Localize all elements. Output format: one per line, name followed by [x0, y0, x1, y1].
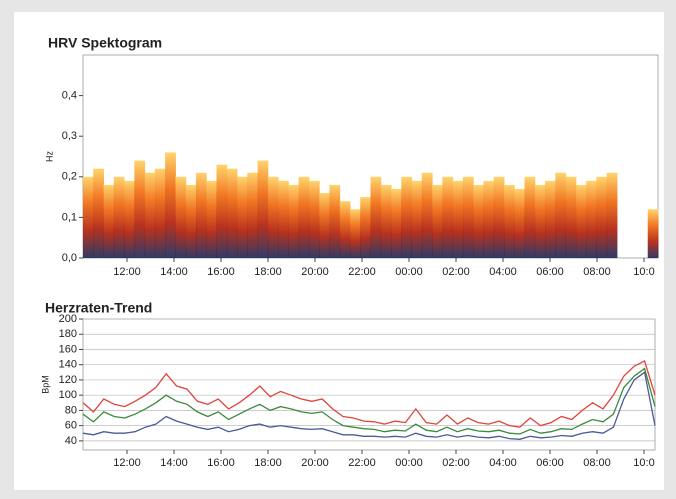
y-tick-label: 0,4 [62, 90, 77, 102]
spectrum-band [391, 189, 402, 258]
spectrum-band [586, 181, 597, 258]
y-tick-label: 160 [59, 343, 77, 355]
x-tick-label: 12:00 [113, 457, 141, 469]
x-tick-label: 18:00 [254, 266, 282, 278]
x-tick-label: 04:00 [489, 457, 517, 469]
spectrum-band [165, 152, 176, 258]
spectrum-band [566, 177, 577, 258]
spectrum-band [555, 173, 566, 258]
spectrum-band [494, 177, 505, 258]
spectrum-band [463, 177, 474, 258]
spectrum-band [134, 161, 145, 258]
x-tick-label: 18:00 [254, 457, 282, 469]
spectrum-band [83, 177, 94, 258]
spectrum-band [432, 185, 443, 258]
y-tick-label: 0,2 [62, 171, 77, 183]
x-tick-label: 14:00 [160, 266, 188, 278]
report: HRV Spektogram Hz 0,0 0,1 0,2 0,3 0,4 12:00 14:0… [0, 0, 676, 499]
spectrum-band [545, 181, 556, 258]
y-tick-label: 0,3 [62, 130, 77, 142]
spectrum-band [412, 181, 423, 258]
x-tick-label: 22:00 [348, 457, 376, 469]
spectrum-band [155, 169, 166, 258]
spectrum-band [360, 197, 371, 258]
spectrum-band [607, 173, 618, 258]
x-tick-label: 12:00 [113, 266, 141, 278]
spectrum-band [186, 185, 197, 258]
spectrum-band [206, 181, 217, 258]
y-tick-label: 140 [59, 359, 77, 371]
x-tick-label: 10:0 [633, 457, 654, 469]
y-tick-label: 0,1 [62, 211, 77, 223]
spectrum-band [371, 177, 382, 258]
spectrum-band [258, 161, 269, 258]
y-tick-label: 120 [59, 374, 77, 386]
spectrum-band [227, 169, 238, 258]
y-tick-label: 40 [65, 435, 77, 447]
y-tick-label: 100 [59, 389, 77, 401]
spectrum-band [453, 181, 464, 258]
spectrum-band [535, 185, 546, 258]
spectrum-band [329, 185, 340, 258]
spectrum-band [216, 165, 227, 258]
spectrum-band [309, 181, 320, 258]
spectrum-band [525, 177, 536, 258]
spectrum-band [237, 177, 248, 258]
spectrum-band [504, 185, 515, 258]
spectrum-band [401, 177, 412, 258]
x-tick-label: 16:00 [207, 457, 235, 469]
x-tick-label: 22:00 [348, 266, 376, 278]
spectrum-band [596, 177, 607, 258]
y-tick-label: 180 [59, 328, 77, 340]
spectrum-band [288, 185, 299, 258]
spectrum-band [648, 209, 659, 258]
spectrum-band [114, 177, 125, 258]
spectrum-band [514, 189, 525, 258]
spectrum-band [442, 177, 453, 258]
spectrum-band [350, 209, 361, 258]
spectrum-band [104, 185, 115, 258]
spectrum-band [473, 185, 484, 258]
x-tick-label: 06:00 [536, 457, 564, 469]
x-tick-label: 10:0 [633, 266, 654, 278]
spectrum-band [196, 173, 207, 258]
x-tick-label: 00:00 [395, 266, 423, 278]
x-tick-label: 08:00 [583, 457, 611, 469]
y-tick-label: 80 [65, 404, 77, 416]
spectrum-band [576, 185, 587, 258]
spectrum-band [422, 173, 433, 258]
spectrum-band [268, 177, 279, 258]
spectrum-band [124, 181, 135, 258]
x-tick-label: 02:00 [442, 457, 470, 469]
x-tick-label: 06:00 [536, 266, 564, 278]
y-tick-label: 60 [65, 420, 77, 432]
spectrum-band [483, 181, 494, 258]
x-tick-label: 20:00 [301, 457, 329, 469]
x-tick-label: 08:00 [583, 266, 611, 278]
spectrum-band [340, 201, 351, 258]
x-tick-label: 14:00 [160, 457, 188, 469]
y-axis-label: Hz [44, 151, 54, 162]
x-tick-label: 00:00 [395, 457, 423, 469]
spectrum-band [299, 177, 310, 258]
spectrum-band [278, 181, 289, 258]
spectrum-band [175, 177, 186, 258]
y-tick-label: 0,0 [62, 252, 77, 264]
page: HRV Spektogram Hz 0,0 0,1 0,2 0,3 0,4 12:00 14:0… [0, 0, 676, 499]
x-tick-label: 02:00 [442, 266, 470, 278]
spectrum-band [247, 173, 258, 258]
x-tick-label: 20:00 [301, 266, 329, 278]
spectrum-band [381, 185, 392, 258]
chart-title: HRV Spektogram [48, 35, 162, 51]
y-axis-label: BpM [40, 375, 50, 394]
plot-area [83, 319, 655, 450]
x-tick-label: 04:00 [489, 266, 517, 278]
spectrum-band [93, 169, 104, 258]
y-tick-label: 200 [59, 313, 77, 325]
spectrum-band [319, 193, 330, 258]
x-tick-label: 16:00 [207, 266, 235, 278]
spectrum-band [145, 173, 156, 258]
